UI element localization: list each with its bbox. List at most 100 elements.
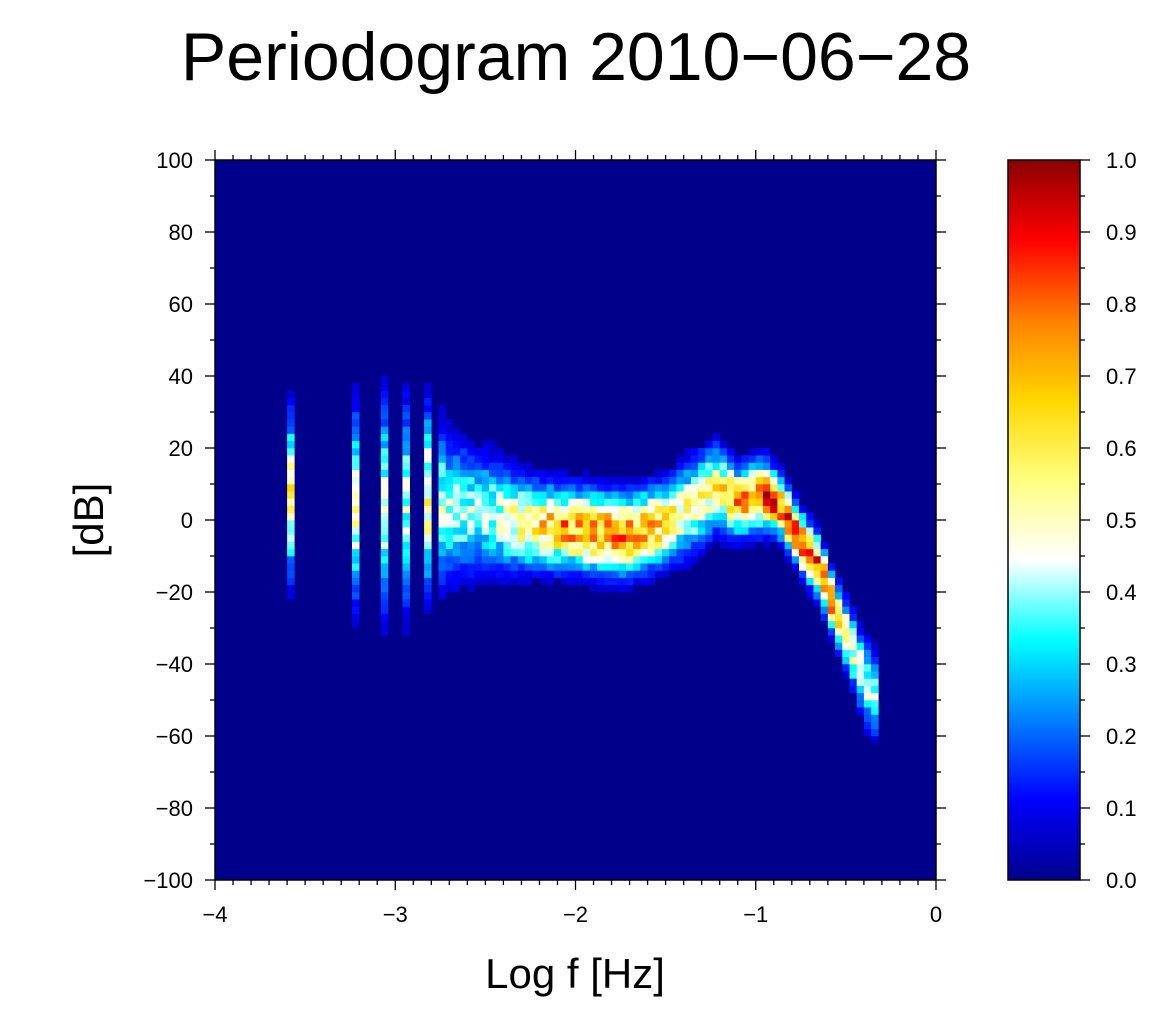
heatmap-cell <box>597 484 605 492</box>
heatmap-cell <box>575 512 584 521</box>
heatmap-cell <box>496 563 504 571</box>
heatmap-cell <box>351 592 360 600</box>
heatmap-cell <box>640 563 648 571</box>
heatmap-cell <box>654 534 663 542</box>
heatmap-cell <box>683 534 692 542</box>
heatmap-cell <box>525 505 533 514</box>
heatmap-cell <box>662 556 670 564</box>
heatmap-cell <box>597 556 605 564</box>
y-tick-label: −40 <box>156 652 193 677</box>
heatmap-cell <box>683 505 692 514</box>
heatmap-cell <box>827 584 836 593</box>
heatmap-cell <box>474 462 483 470</box>
heatmap-cell <box>625 512 634 521</box>
heatmap-cell <box>640 512 648 521</box>
heatmap-cell <box>748 462 757 470</box>
heatmap-cell <box>467 498 475 506</box>
heatmap-cell <box>481 577 490 586</box>
heatmap-cell <box>575 498 584 506</box>
heatmap-cell <box>791 548 800 557</box>
heatmap-cell <box>719 448 728 456</box>
heatmap-cell <box>762 448 771 456</box>
heatmap-cell <box>618 563 627 571</box>
heatmap-cell <box>474 491 483 499</box>
heatmap-cell <box>662 520 670 528</box>
heatmap-cell <box>539 520 547 528</box>
heatmap-cell <box>654 476 663 485</box>
heatmap-cell <box>380 628 389 636</box>
heatmap-cell <box>863 642 872 650</box>
heatmap-cell <box>770 520 778 528</box>
heatmap-cell <box>654 491 663 499</box>
heatmap-cell <box>676 498 684 506</box>
heatmap-cell <box>438 469 447 478</box>
heatmap-cell <box>481 520 490 528</box>
heatmap-cell <box>762 462 771 470</box>
heatmap-cell <box>503 527 511 535</box>
heatmap-cell <box>762 512 771 521</box>
heatmap-cell <box>287 556 295 564</box>
heatmap-cell <box>481 484 490 492</box>
heatmap-cell <box>683 527 692 535</box>
heatmap-cell <box>553 491 562 499</box>
heatmap-cell <box>820 556 829 564</box>
heatmap-cell <box>741 484 749 492</box>
heatmap-cell <box>726 469 735 478</box>
heatmap-cell <box>827 563 836 571</box>
heatmap-cell <box>568 484 576 492</box>
heatmap-cell <box>438 448 447 456</box>
heatmap-cell <box>647 534 656 542</box>
heatmap-cell <box>525 484 533 492</box>
heatmap-cell <box>611 563 620 571</box>
heatmap-cell <box>813 570 821 578</box>
heatmap-cell <box>625 584 634 593</box>
heatmap-cell <box>568 577 576 586</box>
heatmap-cell <box>467 469 475 478</box>
heatmap-cell <box>510 563 519 571</box>
heatmap-cell <box>799 577 807 586</box>
heatmap-cell <box>871 707 879 715</box>
heatmap-cell <box>589 556 598 564</box>
heatmap-cell <box>871 642 879 650</box>
heatmap-cell <box>553 541 562 550</box>
heatmap-cell <box>460 512 468 521</box>
heatmap-cell <box>467 448 475 456</box>
heatmap-cell <box>474 505 483 514</box>
heatmap-cell <box>690 455 699 463</box>
heatmap-cell <box>690 505 699 514</box>
heatmap-cell <box>683 498 692 506</box>
x-axis-ticks: −4 −3 −2 −1 0 <box>202 150 942 927</box>
heatmap-cell <box>561 491 569 499</box>
heatmap-cell <box>698 498 706 506</box>
heatmap-cell <box>510 534 519 542</box>
heatmap-cell <box>755 484 764 492</box>
heatmap-cell <box>842 671 850 679</box>
heatmap-cell <box>517 469 526 478</box>
heatmap-cell <box>690 491 699 499</box>
heatmap-cell <box>589 563 598 571</box>
heatmap-cell <box>856 700 865 708</box>
heatmap-cell <box>726 520 735 528</box>
heatmap-cell <box>351 520 360 528</box>
colorbar-tick-label: 0.9 <box>1106 220 1137 245</box>
heatmap-cell <box>575 548 584 557</box>
heatmap-cell <box>460 527 468 535</box>
heatmap-cell <box>287 484 295 492</box>
heatmap-cell <box>539 491 547 499</box>
heatmap-cell <box>424 584 432 593</box>
heatmap-cell <box>351 419 360 427</box>
heatmap-cell <box>647 491 656 499</box>
heatmap-cell <box>496 505 504 514</box>
heatmap-cell <box>380 433 389 442</box>
heatmap-cell <box>856 635 865 643</box>
heatmap-cell <box>438 592 447 600</box>
heatmap-cell <box>820 541 829 550</box>
heatmap-cell <box>676 484 684 492</box>
colorbar-tick-label: 0.3 <box>1106 652 1137 677</box>
heatmap-cell <box>503 455 511 463</box>
heatmap-cell <box>424 556 432 564</box>
heatmap-cell <box>597 563 605 571</box>
heatmap-cell <box>871 700 879 708</box>
heatmap-cell <box>863 692 872 701</box>
heatmap-cell <box>532 491 540 499</box>
